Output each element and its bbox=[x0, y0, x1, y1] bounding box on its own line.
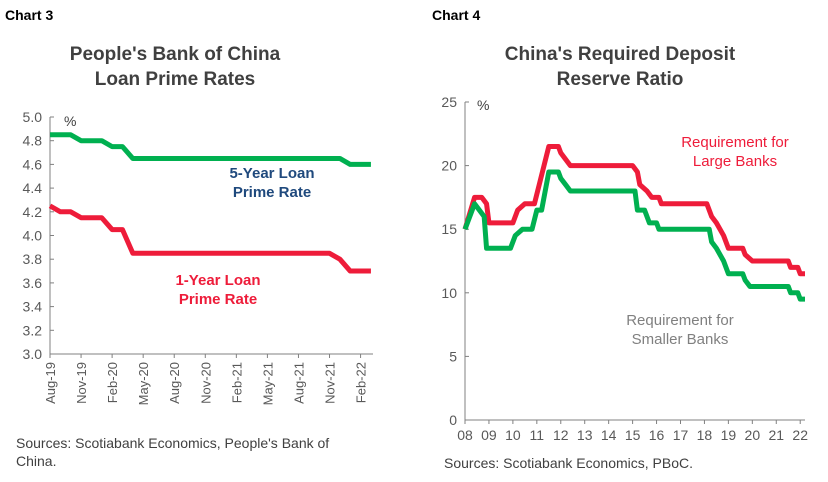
x-tick-label: Feb-21 bbox=[229, 362, 244, 403]
y-unit-label: % bbox=[477, 97, 489, 113]
y-unit-label: % bbox=[64, 113, 76, 129]
chart-title: Loan Prime Rates bbox=[95, 69, 256, 90]
x-tick-label: Nov-20 bbox=[198, 362, 213, 404]
y-tick-label: 0 bbox=[449, 412, 457, 428]
x-tick-label: 10 bbox=[505, 427, 521, 443]
x-tick-label: 16 bbox=[649, 427, 665, 443]
y-tick-label: 3.6 bbox=[23, 275, 43, 291]
x-tick-label: 15 bbox=[625, 427, 641, 443]
y-tick-label: 4.6 bbox=[23, 156, 43, 172]
y-tick-label: 10 bbox=[441, 285, 457, 301]
source-note: Sources: Scotiabank Economics, People's … bbox=[16, 435, 329, 451]
series-line-0 bbox=[462, 144, 805, 277]
series-label: 1-Year Loan bbox=[175, 272, 260, 289]
y-tick-label: 4.2 bbox=[23, 204, 43, 220]
chart-title: People's Bank of China bbox=[70, 44, 281, 65]
x-tick-label: 18 bbox=[697, 427, 713, 443]
x-tick-label: May-20 bbox=[136, 362, 151, 405]
y-tick-label: 5.0 bbox=[23, 109, 43, 125]
series-line-1 bbox=[462, 169, 805, 302]
y-tick-label: 3.2 bbox=[23, 322, 43, 338]
x-tick-label: 08 bbox=[457, 427, 473, 443]
x-tick-label: Aug-19 bbox=[43, 362, 58, 404]
chart-label: Chart 3 bbox=[5, 7, 53, 23]
x-tick-label: 11 bbox=[530, 427, 545, 443]
y-tick-label: 4.8 bbox=[23, 133, 43, 149]
x-tick-label: Aug-21 bbox=[291, 362, 306, 404]
y-tick-label: 5 bbox=[449, 348, 457, 364]
y-tick-label: 3.0 bbox=[23, 346, 43, 362]
x-tick-label: 17 bbox=[673, 427, 689, 443]
y-tick-label: 4.4 bbox=[23, 180, 43, 196]
x-tick-label: Feb-20 bbox=[105, 362, 120, 403]
x-tick-label: Nov-19 bbox=[74, 362, 89, 404]
source-note: China. bbox=[16, 453, 56, 469]
series-label: Smaller Banks bbox=[632, 331, 729, 348]
x-tick-label: May-21 bbox=[260, 362, 275, 405]
x-tick-label: 22 bbox=[792, 427, 808, 443]
y-tick-label: 4.0 bbox=[23, 228, 43, 244]
y-tick-label: 15 bbox=[441, 221, 457, 237]
chart-title: Reserve Ratio bbox=[557, 69, 684, 90]
source-note: Sources: Scotiabank Economics, PBoC. bbox=[444, 455, 693, 471]
x-tick-label: Feb-22 bbox=[354, 362, 369, 403]
x-tick-label: 21 bbox=[768, 427, 784, 443]
chart-title: China's Required Deposit bbox=[505, 44, 736, 65]
series-label: Requirement for bbox=[681, 134, 789, 151]
series-label: Prime Rate bbox=[233, 184, 311, 201]
series-label: Requirement for bbox=[626, 312, 734, 329]
series-label: Prime Rate bbox=[179, 291, 257, 308]
y-tick-label: 25 bbox=[441, 94, 457, 110]
x-tick-label: 19 bbox=[721, 427, 737, 443]
x-tick-label: Nov-21 bbox=[323, 362, 338, 404]
x-tick-label: Aug-20 bbox=[167, 362, 182, 404]
y-tick-label: 20 bbox=[441, 158, 457, 174]
y-tick-label: 3.8 bbox=[23, 251, 43, 267]
y-tick-label: 3.4 bbox=[23, 299, 43, 315]
x-tick-label: 12 bbox=[553, 427, 569, 443]
x-tick-label: 09 bbox=[481, 427, 497, 443]
series-label: Large Banks bbox=[693, 153, 777, 170]
series-label: 5-Year Loan bbox=[229, 165, 314, 182]
series-line-0 bbox=[50, 132, 371, 167]
chart-label: Chart 4 bbox=[432, 7, 480, 23]
x-tick-label: 14 bbox=[601, 427, 617, 443]
series-line-1 bbox=[48, 203, 371, 274]
x-tick-label: 13 bbox=[577, 427, 593, 443]
x-tick-label: 20 bbox=[745, 427, 761, 443]
